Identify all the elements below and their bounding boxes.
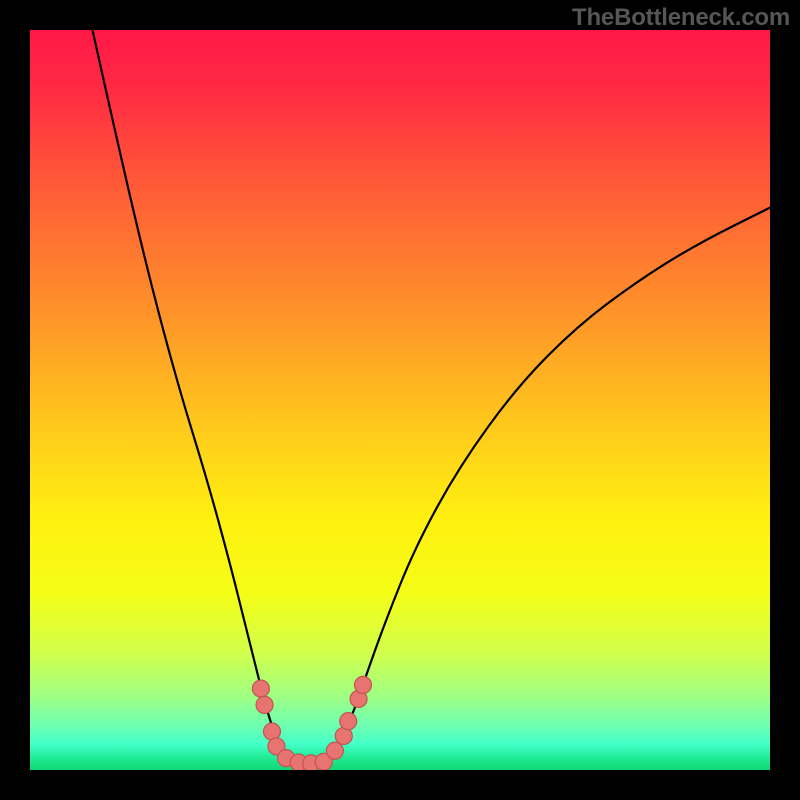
data-marker [252,680,269,697]
bottleneck-chart [0,0,800,800]
data-marker [355,676,372,693]
data-marker [256,696,273,713]
data-marker [326,742,343,759]
chart-frame: TheBottleneck.com [0,0,800,800]
attribution-text: TheBottleneck.com [572,4,790,32]
gradient-background [30,30,770,770]
data-marker [340,713,357,730]
